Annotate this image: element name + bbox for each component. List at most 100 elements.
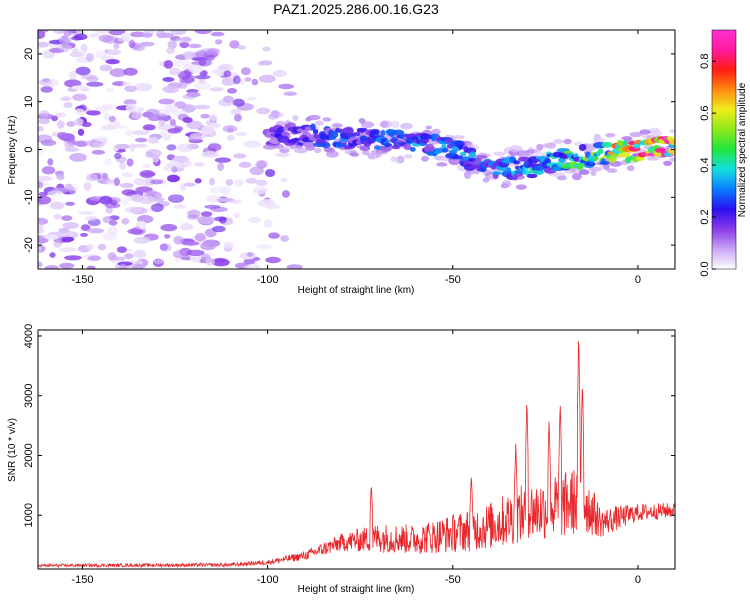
heatmap-cell <box>576 162 584 171</box>
heatmap-cell <box>211 258 230 267</box>
y-tick-label: -20 <box>23 237 35 253</box>
heatmap-cell <box>99 195 113 205</box>
heatmap-cell <box>105 206 113 214</box>
heatmap-cell <box>135 137 148 143</box>
heatmap-cell <box>38 148 45 154</box>
heatmap-cell <box>265 256 281 264</box>
heatmap-cell <box>458 144 464 150</box>
heatmap-cell <box>263 144 276 150</box>
heatmap-cell <box>157 115 171 121</box>
heatmap-cell <box>380 129 386 137</box>
heatmap-cell <box>260 60 273 66</box>
heatmap-cell <box>622 140 629 147</box>
heatmap-cells <box>38 30 675 269</box>
heatmap-cell <box>526 173 538 179</box>
heatmap-cell <box>506 167 512 174</box>
heatmap-cell <box>332 123 344 128</box>
heatmap-cell <box>62 222 80 229</box>
colorbar-fill <box>711 29 737 270</box>
heatmap-cell <box>397 155 405 164</box>
heatmap-cell <box>105 59 120 65</box>
heatmap-cell <box>138 221 146 230</box>
heatmap-cell <box>38 261 43 268</box>
heatmap-cell <box>557 175 567 181</box>
heatmap-cell <box>448 157 461 166</box>
heatmap-cell <box>49 201 65 210</box>
figure-title: PAZ1.2025.286.00.16.G23 <box>273 1 439 17</box>
heatmap-cell <box>243 140 262 148</box>
heatmap-cell <box>515 184 527 190</box>
heatmap-cell <box>158 119 166 126</box>
heatmap-cell <box>124 85 137 93</box>
heatmap-cell <box>106 87 114 93</box>
heatmap-cell <box>85 53 95 62</box>
top-y-axis-label: Frequency (Hz) <box>7 116 18 185</box>
heatmap-cell <box>492 171 502 176</box>
heatmap-cell <box>124 206 143 213</box>
heatmap-cell <box>167 174 180 183</box>
heatmap-cell <box>122 81 132 87</box>
heatmap-cell <box>606 168 618 174</box>
heatmap-cell <box>41 166 56 175</box>
heatmap-cell <box>121 217 130 225</box>
heatmap-cell <box>61 215 73 221</box>
heatmap-cell <box>40 139 57 146</box>
heatmap-cell <box>186 89 199 94</box>
heatmap-cell <box>116 246 127 253</box>
heatmap-cell <box>94 136 109 143</box>
heatmap-cell <box>124 129 133 136</box>
heatmap-cell <box>278 83 295 90</box>
heatmap-cell <box>60 96 72 101</box>
snr-panel: -150 -100 -50 0 1000 2000 3000 4000 Height of … <box>7 324 676 595</box>
heatmap-cell <box>94 30 111 35</box>
heatmap-cell <box>663 152 671 157</box>
heatmap-cell <box>176 143 194 153</box>
heatmap-cell <box>232 98 245 107</box>
heatmap-cell <box>409 147 416 152</box>
heatmap-cell <box>164 234 171 239</box>
heatmap-cell <box>509 145 523 153</box>
heatmap-cell <box>315 138 326 144</box>
heatmap-cell <box>392 129 405 136</box>
heatmap-cell <box>391 120 400 129</box>
heatmap-cell <box>132 249 147 259</box>
heatmap-cell <box>200 125 214 135</box>
heatmap-cell <box>190 132 208 140</box>
heatmap-cell <box>166 160 181 170</box>
heatmap-cell <box>87 228 105 234</box>
heatmap-cell <box>145 151 154 158</box>
heatmap-cell <box>468 151 477 159</box>
heatmap-cell <box>42 78 50 83</box>
heatmap-cell <box>436 162 448 167</box>
heatmap-cell <box>431 128 441 135</box>
heatmap-cell <box>150 179 164 185</box>
heatmap-cell <box>221 77 236 86</box>
heatmap-cell <box>175 37 193 43</box>
heatmap-cell <box>493 151 506 156</box>
colorbar-tick-label: 0.8 <box>699 54 711 69</box>
heatmap-cell <box>106 49 122 56</box>
colorbar: 0.0 0.2 0.4 0.6 0.8 Normalized spectral ampl… <box>699 29 748 277</box>
heatmap-cell <box>669 157 675 162</box>
heatmap-cell <box>69 186 77 195</box>
heatmap-cell <box>92 142 105 148</box>
heatmap-cell <box>218 98 234 107</box>
heatmap-cell <box>229 40 240 49</box>
heatmap-cell <box>86 76 99 82</box>
heatmap-cell <box>162 77 175 82</box>
bottom-x-axis-label: Height of straight line (km) <box>298 584 415 595</box>
y-tick-label: -10 <box>23 189 35 205</box>
heatmap-cell <box>124 253 134 260</box>
heatmap-cell <box>361 121 375 128</box>
heatmap-cell <box>315 120 324 126</box>
heatmap-cell <box>55 112 66 118</box>
heatmap-cell <box>204 204 221 209</box>
top-y-axis: -20 -10 0 10 20 <box>23 48 675 253</box>
heatmap-cell <box>599 161 610 165</box>
heatmap-cell <box>207 143 222 152</box>
heatmap-cell <box>151 203 164 213</box>
heatmap-cell <box>75 108 85 116</box>
heatmap-cell <box>58 36 72 45</box>
heatmap-cell <box>167 40 177 49</box>
